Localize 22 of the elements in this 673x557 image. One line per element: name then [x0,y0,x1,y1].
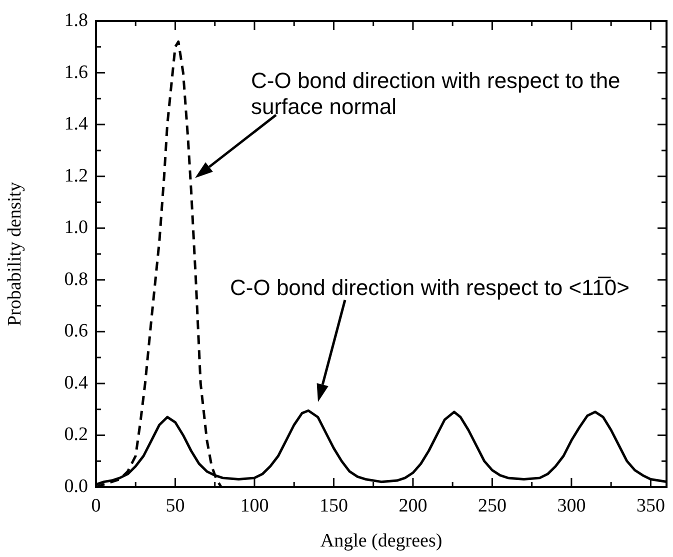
y-tick-label: 1.0 [64,217,88,238]
x-tick-label: 150 [319,495,348,516]
x-tick-label: 300 [557,495,586,516]
x-tick-label: 350 [636,495,665,516]
y-tick-label: 1.4 [64,114,88,135]
y-tick-label: 0.8 [64,268,88,290]
x-tick-label: 50 [166,495,185,516]
y-axis-title: Probability density [4,181,26,326]
y-tick-label: 1.8 [64,10,88,31]
x-tick-label: 250 [478,495,506,516]
x-tick-label: 100 [240,495,269,516]
y-tick-label: 0.2 [64,424,88,446]
annotation: C-O bond direction with respect to <11̅0> [230,275,630,300]
x-axis-title: Angle (degrees) [320,530,442,552]
y-tick-label: 0.6 [64,320,88,342]
y-tick-label: 0.0 [64,476,88,497]
y-tick-label: 0.4 [64,372,88,394]
y-tick-label: 1.2 [64,165,88,186]
annotation: C-O bond direction with respect to the surface normal [251,68,620,119]
x-tick-label: 0 [91,495,101,516]
y-tick-label: 1.6 [64,62,88,83]
x-tick-label: 200 [398,495,428,516]
